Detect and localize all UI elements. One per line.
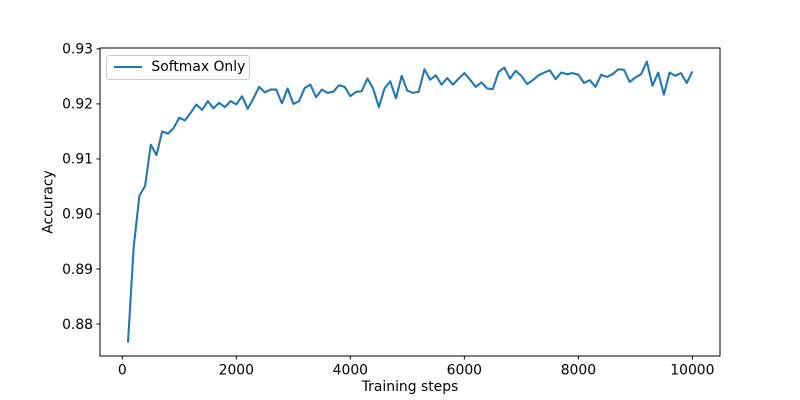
legend: Softmax Only (106, 54, 251, 81)
x-tick-label: 6000 (447, 363, 482, 379)
y-tick-label: 0.93 (62, 42, 93, 58)
y-tick-label: 0.88 (62, 317, 93, 333)
y-tick-label: 0.92 (62, 97, 93, 113)
x-tick-label: 8000 (561, 363, 596, 379)
x-tick-label: 0 (118, 363, 127, 379)
y-tick-label: 0.91 (62, 152, 93, 168)
y-tick-label: 0.90 (62, 207, 93, 223)
y-axis-label: Accuracy (40, 170, 57, 234)
x-tick-label: 2000 (219, 363, 254, 379)
y-tick-label: 0.89 (62, 262, 93, 278)
series-line (126, 60, 694, 343)
legend-label: Softmax Only (151, 59, 246, 76)
x-tick-label: 4000 (333, 363, 368, 379)
axes-spines (99, 47, 721, 357)
legend-line-sample-icon (113, 66, 142, 69)
x-tick-label: 10000 (670, 363, 714, 379)
x-axis-label: Training steps (361, 378, 459, 395)
